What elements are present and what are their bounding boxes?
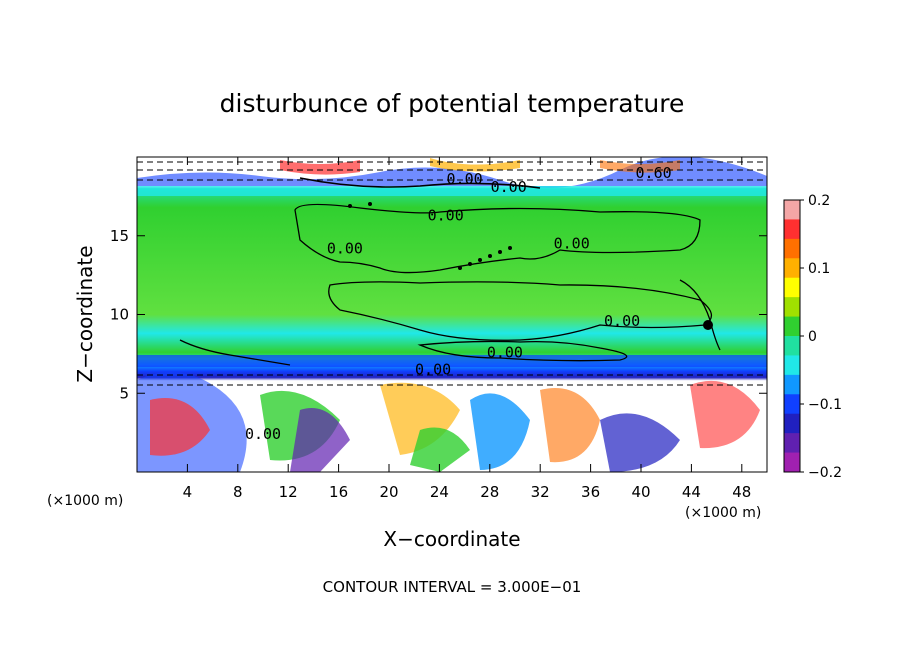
contour-label: 0.00 (447, 170, 483, 188)
colorbar-segment (784, 316, 800, 337)
contour-label-layer: 0.00 0.00 0.60 0.00 0.00 0.00 0.00 0.00 0.00 0.00 (245, 164, 672, 443)
x-axis: 4 8 12 16 20 24 28 32 36 40 44 48 (183, 157, 751, 501)
colorbar-tick-label: 0 (808, 329, 817, 345)
colorbar-segment (784, 433, 800, 454)
colorbar-ticks: 0.2 0.1 0 −0.1 −0.2 (800, 193, 842, 481)
x-axis-label: X−coordinate (383, 527, 520, 551)
colorbar-segment (784, 297, 800, 318)
colorbar (784, 200, 800, 473)
colorbar-segment (784, 413, 800, 434)
colorbar-segment (784, 200, 800, 220)
zero-contours (179, 177, 721, 366)
contour-label: 0.00 (428, 206, 464, 224)
upper-cyan-band (137, 186, 767, 196)
contour-label: 0.60 (636, 164, 672, 182)
contour-label: 0.00 (245, 425, 281, 443)
lower-blue-band (137, 355, 767, 367)
colorbar-tick-label: 0.1 (808, 261, 830, 277)
colorbar-segment (784, 219, 800, 240)
colorbar-segment (784, 394, 800, 415)
x-tick-label: 28 (480, 483, 499, 501)
colorbar-segment (784, 374, 800, 395)
x-unit-right: (×1000 m) (685, 505, 761, 521)
colorbar-segment (784, 238, 800, 259)
contour-label: 0.00 (604, 312, 640, 330)
x-tick-label: 36 (581, 483, 600, 501)
chart-title: disturbunce of potential temperature (220, 89, 685, 118)
y-axis: 5 10 15 (110, 227, 767, 402)
contour-label: 0.00 (415, 361, 451, 379)
contour-interval-note: CONTOUR INTERVAL = 3.000E−01 (323, 578, 582, 596)
x-tick-label: 4 (183, 483, 193, 501)
contour-label: 0.00 (491, 178, 527, 196)
contour-label: 0.00 (487, 343, 523, 361)
colorbar-segment (784, 355, 800, 376)
x-tick-label: 20 (379, 483, 398, 501)
colorbar-segment (784, 258, 800, 279)
colorbar-tick-label: −0.1 (808, 397, 842, 413)
x-tick-label: 48 (732, 483, 751, 501)
contour-label: 0.00 (327, 239, 363, 257)
scattered-markers (348, 202, 713, 330)
x-tick-label: 24 (430, 483, 449, 501)
x-tick-label: 32 (531, 483, 550, 501)
colorbar-tick-label: −0.2 (808, 465, 842, 481)
x-unit-left: (×1000 m) (47, 493, 123, 509)
y-tick-label: 15 (110, 227, 129, 245)
colorbar-segment (784, 452, 800, 473)
y-tick-label: 5 (119, 384, 129, 402)
x-tick-label: 44 (682, 483, 701, 501)
plot-area (137, 157, 767, 472)
colorbar-segment (784, 336, 800, 356)
y-axis-label: Z−coordinate (73, 245, 97, 382)
lower-turbulence-region (137, 372, 767, 472)
x-tick-label: 12 (279, 483, 298, 501)
x-tick-label: 8 (233, 483, 243, 501)
colorbar-tick-label: 0.2 (808, 193, 830, 209)
upper-turbulence-band (137, 157, 767, 188)
contour-label: 0.00 (554, 235, 590, 253)
x-tick-label: 40 (631, 483, 650, 501)
colorbar-segment (784, 277, 800, 298)
y-tick-label: 10 (110, 306, 129, 324)
x-tick-label: 16 (329, 483, 348, 501)
